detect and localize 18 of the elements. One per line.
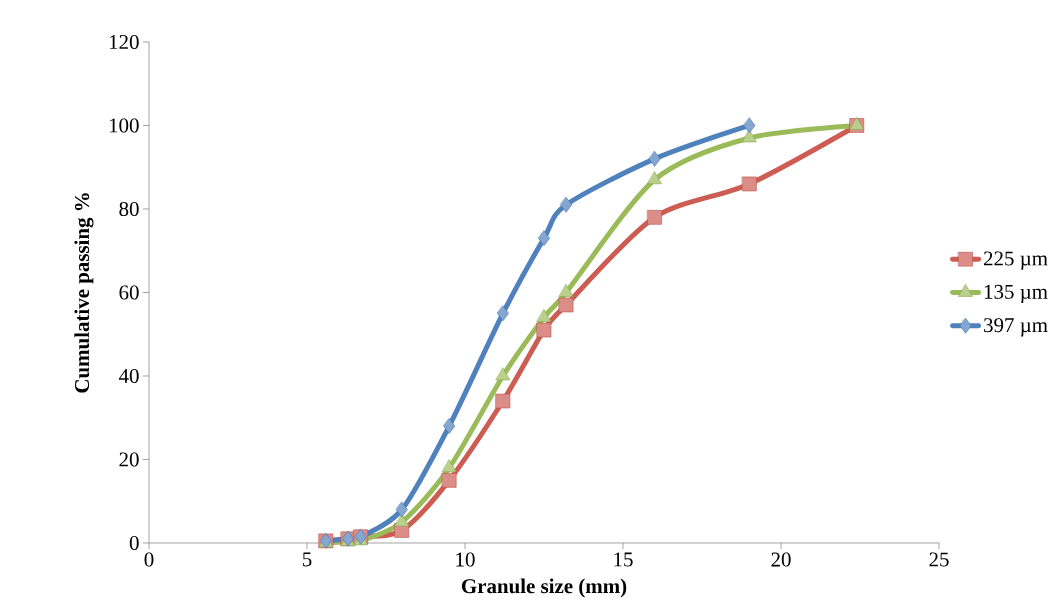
y-axis-title: Cumulative passing %	[74, 193, 94, 393]
y-tick-label: 0	[129, 535, 139, 551]
y-tick-label: 120	[109, 34, 139, 50]
x-tick-label: 25	[929, 552, 949, 567]
x-tick-label: 15	[614, 552, 633, 567]
y-tick-label: 40	[118, 368, 139, 384]
legend-label: 135 µm	[984, 284, 1048, 304]
legend-label: 397 µm	[984, 318, 1048, 337]
y-tick-label: 20	[119, 452, 139, 467]
x-axis-title: Granule size (mm)	[461, 578, 627, 598]
x-tick-label: 10	[456, 552, 475, 567]
y-tick-label: 100	[109, 118, 139, 133]
legend-label: 225 µm	[983, 251, 1048, 270]
x-tick-label: 20	[771, 552, 791, 567]
x-tick-label: 5	[303, 552, 312, 567]
y-tick-label: 80	[119, 201, 139, 217]
x-tick-label: 0	[144, 552, 154, 567]
y-tick-label: 60	[119, 285, 139, 300]
